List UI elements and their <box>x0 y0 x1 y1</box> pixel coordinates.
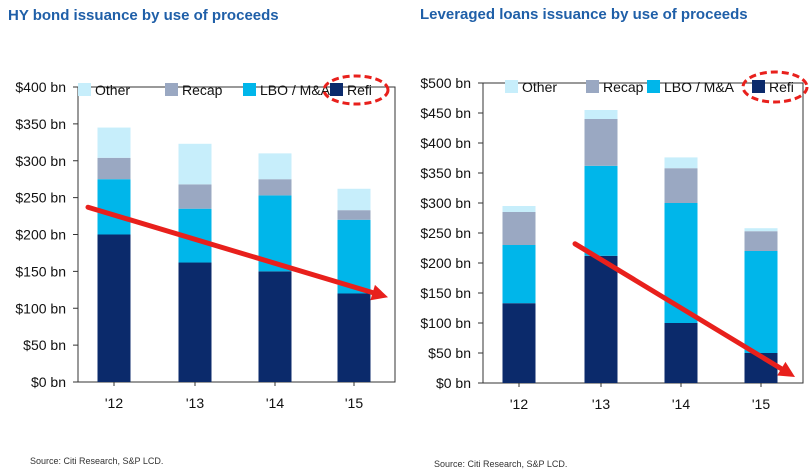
ll-bar-recap <box>502 212 536 245</box>
ll-bar-refi <box>584 255 618 383</box>
hy-legend-swatch <box>78 83 91 96</box>
ll-x-tick-label: '12 <box>510 396 528 412</box>
leveraged-loans-chart: $0 bn $50 bn $100 bn $150 bn $200 bn $250 bn $… <box>420 70 809 412</box>
hy-legend-swatch <box>243 83 256 96</box>
ll-bar-other <box>664 157 698 169</box>
ll-bar-recap <box>664 168 698 203</box>
hy-legend-label: Recap <box>182 82 223 98</box>
hy-bar-recap <box>97 157 131 180</box>
ll-bar-other <box>744 228 778 232</box>
ll-y-tick-label: $400 bn <box>420 135 471 151</box>
hy-y-tick-label: $50 bn <box>23 337 66 353</box>
ll-bar-recap <box>744 231 778 251</box>
hy-bar-refi <box>178 262 212 382</box>
hy-y-tick-label: $350 bn <box>15 116 66 132</box>
hy-bar-other <box>258 153 292 180</box>
ll-legend-label: Recap <box>603 79 644 95</box>
ll-bar-lbo-m-a <box>502 245 536 304</box>
hy-y-tick-label: $250 bn <box>15 190 66 206</box>
ll-y-tick-label: $150 bn <box>420 285 471 301</box>
ll-legend-swatch <box>647 80 660 93</box>
ll-bar-other <box>502 206 536 212</box>
hy-trend-arrow-head <box>370 284 388 301</box>
hy-bar-refi <box>258 271 292 382</box>
hy-bond-chart-title: HY bond issuance by use of proceeds <box>8 7 279 24</box>
ll-legend-label: Other <box>522 79 557 95</box>
hy-y-tick-label: $300 bn <box>15 153 66 169</box>
ll-highlight-ellipse <box>741 70 809 104</box>
ll-y-tick-label: $500 bn <box>420 75 471 91</box>
hy-bar-recap <box>258 179 292 196</box>
ll-legend-swatch <box>505 80 518 93</box>
ll-legend-swatch <box>586 80 599 93</box>
hy-x-tick-label: '14 <box>266 395 284 411</box>
ll-x-tick-label: '15 <box>752 396 770 412</box>
ll-y-tick-label: $0 bn <box>436 375 471 391</box>
leveraged-loans-chart-title: Leveraged loans issuance by use of proce… <box>420 6 748 23</box>
ll-bar-lbo-m-a <box>664 203 698 323</box>
hy-trend-arrow-line <box>85 204 376 296</box>
ll-y-tick-label: $250 bn <box>420 225 471 241</box>
hy-legend-label: Other <box>95 82 130 98</box>
hy-x-tick-label: '12 <box>105 395 123 411</box>
hy-bar-refi <box>337 293 371 382</box>
hy-y-tick-label: $200 bn <box>15 227 66 243</box>
hy-bar-other <box>97 127 131 158</box>
hy-bar-recap <box>337 210 371 220</box>
ll-bar-refi <box>664 323 698 383</box>
hy-legend-label: LBO / M&A <box>260 82 331 98</box>
ll-bar-lbo-m-a <box>584 165 618 256</box>
ll-legend-label: LBO / M&A <box>664 79 735 95</box>
ll-trend-arrow-head <box>777 361 795 377</box>
ll-y-tick-label: $50 bn <box>428 345 471 361</box>
hy-legend-swatch <box>330 83 343 96</box>
hy-y-tick-label: $0 bn <box>31 374 66 390</box>
hy-legend-label: Refi <box>347 82 372 98</box>
hy-legend-swatch <box>165 83 178 96</box>
ll-bar-recap <box>584 119 618 166</box>
ll-legend-swatch <box>752 80 765 93</box>
hy-bar-other <box>178 143 212 185</box>
leveraged-loans-source-note: Source: Citi Research, S&P LCD. <box>434 459 568 469</box>
ll-x-tick-label: '13 <box>592 396 610 412</box>
ll-y-tick-label: $350 bn <box>420 165 471 181</box>
ll-y-tick-label: $300 bn <box>420 195 471 211</box>
ll-trend-arrow-line <box>572 241 784 372</box>
ll-legend-label: Refi <box>769 79 794 95</box>
hy-x-tick-label: '15 <box>345 395 363 411</box>
hy-highlight-ellipse <box>322 74 390 106</box>
hy-bond-source-note: Source: Citi Research, S&P LCD. <box>30 456 164 466</box>
hy-bar-lbo-m-a <box>97 179 131 235</box>
ll-bar-other <box>584 110 618 119</box>
hy-bar-other <box>337 188 371 211</box>
hy-x-tick-label: '13 <box>186 395 204 411</box>
hy-y-tick-label: $400 bn <box>15 79 66 95</box>
hy-bond-chart: $0 bn $50 bn $100 bn $150 bn $200 bn $250 bn $… <box>15 74 396 411</box>
hy-bar-refi <box>97 234 131 382</box>
ll-y-tick-label: $100 bn <box>420 315 471 331</box>
ll-x-tick-label: '14 <box>672 396 690 412</box>
hy-bar-recap <box>178 184 212 209</box>
ll-y-tick-label: $450 bn <box>420 105 471 121</box>
ll-y-tick-label: $200 bn <box>420 255 471 271</box>
hy-y-tick-label: $150 bn <box>15 263 66 279</box>
ll-bar-lbo-m-a <box>744 251 778 353</box>
hy-y-tick-label: $100 bn <box>15 300 66 316</box>
ll-bar-refi <box>502 303 536 383</box>
